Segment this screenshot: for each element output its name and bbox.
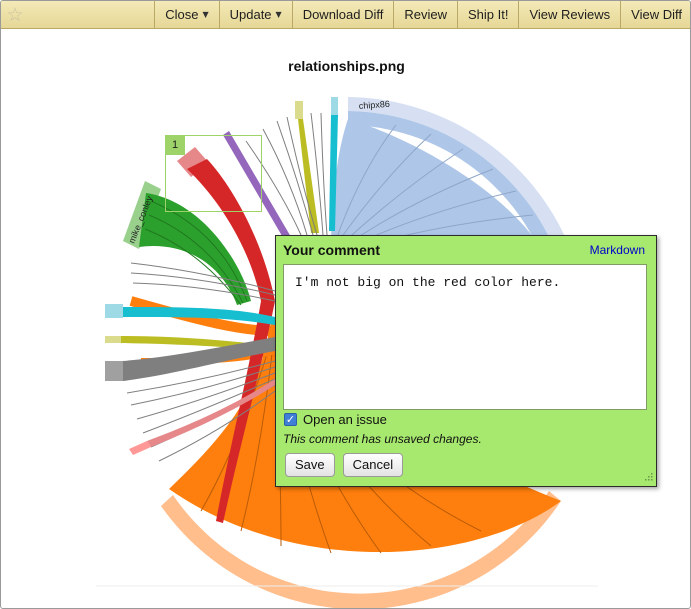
update-button[interactable]: Update ▼	[218, 1, 292, 29]
open-issue-checkbox[interactable]: ✓	[284, 413, 297, 426]
comment-textarea[interactable]: I'm not big on the red color here.	[283, 264, 647, 410]
orange-arc	[161, 491, 561, 608]
comment-dialog: Your comment Markdown I'm not big on the…	[275, 235, 657, 487]
cancel-button[interactable]: Cancel	[342, 453, 404, 477]
chipx86-label: chipx86	[358, 99, 390, 111]
toolbar-buttons: Close ▼ Update ▼ Download Diff Review Sh…	[154, 1, 690, 29]
red-chord	[187, 159, 275, 523]
green-chord	[139, 193, 251, 305]
ship-it-button[interactable]: Ship It!	[457, 1, 518, 29]
resize-grip-icon[interactable]	[643, 473, 653, 483]
comment-region-number[interactable]: 1	[165, 135, 185, 155]
red-arc	[177, 147, 209, 177]
chipx86-arc	[348, 97, 573, 260]
review-toolbar: ☆ Close ▼ Update ▼ Download Diff Review …	[1, 1, 690, 29]
close-button[interactable]: Close ▼	[154, 1, 218, 29]
comment-region-box[interactable]	[165, 135, 262, 212]
save-button[interactable]: Save	[285, 453, 335, 477]
chevron-down-icon: ▼	[275, 10, 282, 19]
blue-chord	[331, 119, 549, 263]
download-diff-button[interactable]: Download Diff	[291, 1, 394, 29]
review-button[interactable]: Review	[393, 1, 457, 29]
markdown-link[interactable]: Markdown	[589, 243, 645, 257]
star-icon[interactable]: ☆	[6, 4, 24, 26]
image-title: relationships.png	[288, 58, 405, 74]
open-issue-label: Open an issue	[303, 412, 387, 427]
unsaved-notice: This comment has unsaved changes.	[283, 432, 482, 446]
comment-dialog-title: Your comment	[283, 242, 380, 258]
view-reviews-button[interactable]: View Reviews	[518, 1, 620, 29]
view-diff-button[interactable]: View Diff	[620, 1, 690, 29]
comment-buttons: Save Cancel	[285, 453, 404, 477]
open-issue-row[interactable]: ✓ Open an issue	[284, 412, 387, 427]
chevron-down-icon: ▼	[202, 10, 209, 19]
